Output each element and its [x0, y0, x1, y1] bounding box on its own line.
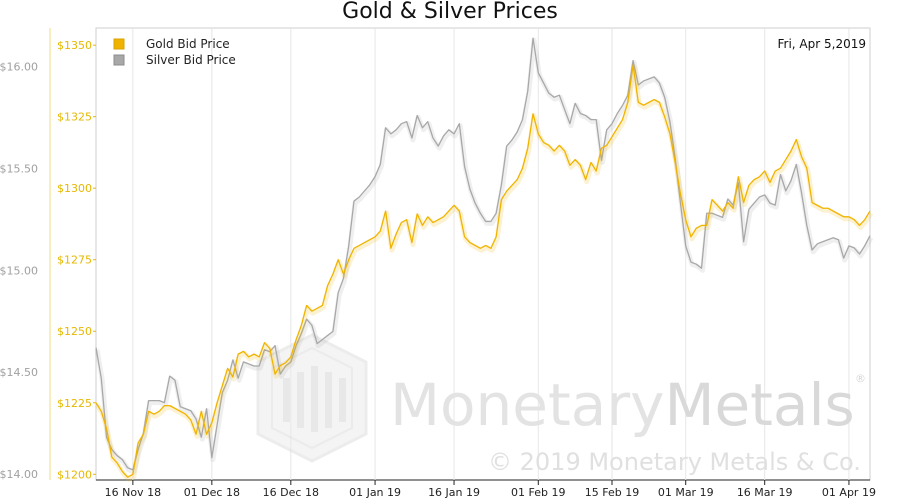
gold-tick-label: $1300 — [57, 182, 92, 195]
x-tick-label: 16 Dec 18 — [263, 486, 319, 499]
plot-area — [95, 27, 871, 481]
chart-title: Gold & Silver Prices — [342, 0, 558, 24]
svg-text:MonetaryMetals: MonetaryMetals — [390, 371, 855, 439]
legend-label-gold: Gold Bid Price — [146, 37, 230, 51]
x-tick-label: 01 Mar 19 — [658, 486, 714, 499]
silver-series-line — [95, 37, 871, 471]
watermark-registered: ® — [855, 372, 866, 385]
gold-tick-label: $1350 — [57, 39, 92, 52]
gold-axis-ticks: $1350 $1325 $1300 $1275 $1250 $1225 $1200 — [49, 28, 96, 481]
silver-axis-ticks: $16.00 $15.50 $15.00 $14.50 $14.00 — [0, 61, 38, 481]
watermark-brand-dark: Metals — [664, 371, 854, 439]
x-tick-label: 16 Mar 19 — [737, 486, 793, 499]
gold-tick-label: $1225 — [57, 397, 92, 410]
x-tick-label: 01 Feb 19 — [511, 486, 565, 499]
legend-label-silver: Silver Bid Price — [146, 53, 236, 67]
silver-tick-label: $15.00 — [0, 264, 38, 277]
gold-tick-label: $1250 — [57, 325, 92, 338]
x-tick-label: 16 Jan 19 — [428, 486, 480, 499]
watermark-brand-light: Monetary — [390, 371, 664, 439]
watermark-copyright: © 2019 Monetary Metals & Co. — [488, 448, 861, 476]
watermark-logo-icon — [256, 333, 368, 463]
x-tick-label: 01 Apr 19 — [822, 486, 876, 499]
legend-swatch-gold — [113, 38, 125, 50]
legend-swatch-silver — [113, 54, 125, 66]
silver-tick-label: $15.50 — [0, 162, 38, 175]
x-tick-label: 16 Nov 18 — [105, 486, 161, 499]
grid-lines — [132, 28, 850, 480]
series-lines — [94, 37, 874, 482]
gold-series-line — [95, 64, 871, 478]
x-tick-label: 01 Dec 18 — [184, 486, 240, 499]
current-date-label: Fri, Apr 5,2019 — [778, 37, 867, 51]
silver-tick-label: $16.00 — [0, 61, 38, 74]
x-tick-label: 01 Jan 19 — [349, 486, 401, 499]
x-axis-ticks: 16 Nov 18 01 Dec 18 16 Dec 18 01 Jan 19 16 J… — [105, 480, 876, 499]
watermark: MonetaryMetals ® © 2019 Monetary Metals … — [256, 333, 866, 476]
gold-tick-label: $1200 — [57, 468, 92, 481]
gold-tick-label: $1325 — [57, 111, 92, 124]
silver-tick-label: $14.00 — [0, 468, 38, 481]
gold-tick-label: $1275 — [57, 254, 92, 267]
x-tick-label: 15 Feb 19 — [585, 486, 639, 499]
legend: Gold Bid Price Silver Bid Price — [113, 37, 236, 67]
silver-tick-label: $14.50 — [0, 366, 38, 379]
